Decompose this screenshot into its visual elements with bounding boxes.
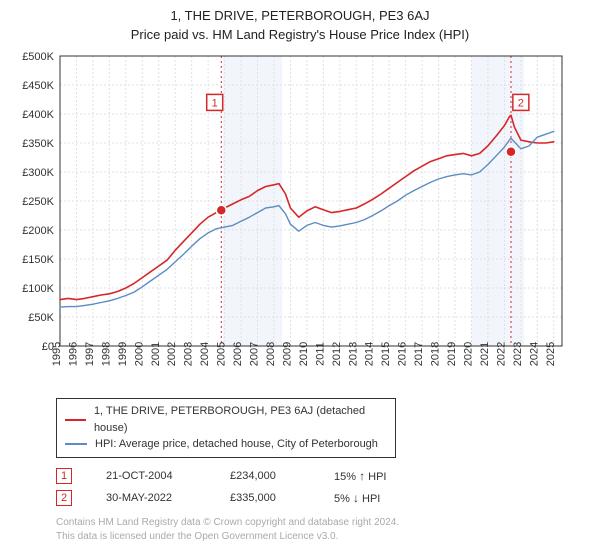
sale-marker-number: 2: [56, 490, 72, 506]
sale-date: 30-MAY-2022: [106, 492, 196, 504]
x-tick-label: 2000: [133, 342, 145, 366]
x-tick-label: 1997: [84, 342, 96, 366]
sales-table: 1 21-OCT-2004 £234,000 15% ↑ HPI 2 30-MAY-202…: [56, 468, 588, 506]
y-tick-label: £200K: [22, 225, 54, 237]
x-tick-label: 2013: [347, 342, 359, 366]
x-tick-label: 2024: [528, 342, 540, 366]
legend-swatch: [65, 419, 86, 421]
x-tick-label: 2014: [364, 342, 376, 366]
x-tick-label: 2017: [413, 342, 425, 366]
x-tick-label: 1995: [51, 342, 63, 366]
x-tick-label: 2001: [150, 342, 162, 366]
legend-swatch: [65, 443, 87, 445]
x-tick-label: 2002: [166, 342, 178, 366]
sale-date: 21-OCT-2004: [106, 470, 196, 482]
footer-line1: Contains HM Land Registry data © Crown c…: [56, 516, 588, 530]
sale-row: 1 21-OCT-2004 £234,000 15% ↑ HPI: [56, 468, 588, 484]
x-tick-label: 2023: [512, 342, 524, 366]
sale-row: 2 30-MAY-2022 £335,000 5% ↓ HPI: [56, 490, 588, 506]
legend-label: 1, THE DRIVE, PETERBOROUGH, PE3 6AJ (det…: [94, 403, 387, 436]
y-tick-label: £500K: [22, 51, 54, 63]
x-tick-label: 2020: [462, 342, 474, 366]
x-tick-label: 2012: [331, 342, 343, 366]
y-tick-label: £50K: [28, 312, 54, 324]
line-chart: £0£50K£100K£150K£200K£250K£300K£350K£400…: [16, 50, 572, 390]
legend-row: HPI: Average price, detached house, City…: [65, 436, 387, 453]
footer-attribution: Contains HM Land Registry data © Crown c…: [56, 516, 588, 544]
marker-number: 2: [518, 97, 524, 109]
y-tick-label: £250K: [22, 196, 54, 208]
y-tick-label: £350K: [22, 138, 54, 150]
x-tick-label: 1999: [117, 342, 129, 366]
sale-vs-hpi: 5% ↓ HPI: [334, 491, 380, 505]
x-tick-label: 2019: [446, 342, 458, 366]
x-tick-label: 2018: [430, 342, 442, 366]
y-tick-label: £400K: [22, 109, 54, 121]
y-tick-label: £150K: [22, 254, 54, 266]
legend-label: HPI: Average price, detached house, City…: [95, 436, 378, 453]
sale-price: £234,000: [230, 470, 300, 482]
sale-vs-hpi: 15% ↑ HPI: [334, 469, 386, 483]
x-tick-label: 2022: [495, 342, 507, 366]
sale-marker-number: 1: [56, 468, 72, 484]
x-tick-label: 2004: [199, 342, 211, 366]
x-tick-label: 2008: [265, 342, 277, 366]
x-tick-label: 2025: [545, 342, 557, 366]
x-tick-label: 2006: [232, 342, 244, 366]
marker-number: 1: [212, 97, 218, 109]
title-block: 1, THE DRIVE, PETERBOROUGH, PE3 6AJ Pric…: [12, 8, 588, 42]
x-tick-label: 2003: [183, 342, 195, 366]
x-tick-label: 2011: [314, 342, 326, 366]
y-tick-label: £450K: [22, 80, 54, 92]
chart-area: £0£50K£100K£150K£200K£250K£300K£350K£400…: [16, 50, 572, 390]
footer-line2: This data is licensed under the Open Gov…: [56, 530, 588, 544]
y-tick-label: £300K: [22, 167, 54, 179]
x-tick-label: 2005: [216, 342, 228, 366]
marker-dot: [216, 205, 226, 215]
x-tick-label: 2021: [479, 342, 491, 366]
y-tick-label: £100K: [22, 283, 54, 295]
x-tick-label: 2009: [281, 342, 293, 366]
x-tick-label: 1998: [100, 342, 112, 366]
x-tick-label: 2016: [397, 342, 409, 366]
x-tick-label: 2007: [249, 342, 261, 366]
chart-title: 1, THE DRIVE, PETERBOROUGH, PE3 6AJ: [12, 8, 588, 23]
legend-row: 1, THE DRIVE, PETERBOROUGH, PE3 6AJ (det…: [65, 403, 387, 436]
marker-dot: [506, 147, 516, 157]
x-tick-label: 1996: [67, 342, 79, 366]
x-tick-label: 2015: [380, 342, 392, 366]
chart-subtitle: Price paid vs. HM Land Registry's House …: [12, 27, 588, 42]
legend: 1, THE DRIVE, PETERBOROUGH, PE3 6AJ (det…: [56, 398, 396, 458]
x-tick-label: 2010: [298, 342, 310, 366]
sale-price: £335,000: [230, 492, 300, 504]
